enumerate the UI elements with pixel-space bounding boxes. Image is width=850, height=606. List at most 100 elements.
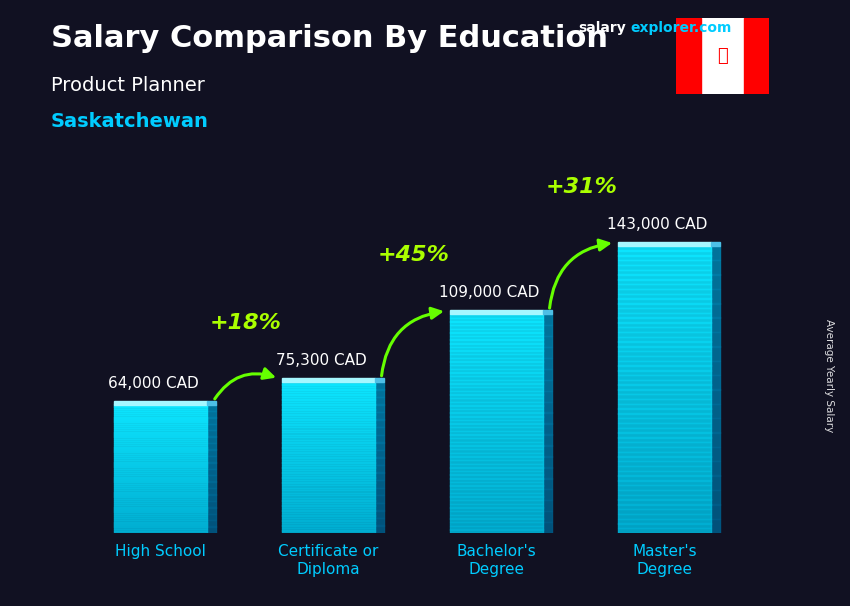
Bar xyxy=(450,318,542,322)
Bar xyxy=(542,478,552,490)
Bar xyxy=(450,314,542,318)
Bar xyxy=(282,487,375,490)
Bar xyxy=(114,531,207,533)
Bar xyxy=(711,418,720,433)
Bar xyxy=(375,419,384,427)
Bar xyxy=(450,402,542,405)
Bar xyxy=(450,372,542,376)
Bar xyxy=(450,456,542,461)
Bar xyxy=(114,464,207,467)
Bar xyxy=(450,525,542,530)
Bar xyxy=(282,510,375,513)
Bar xyxy=(114,447,207,450)
Bar xyxy=(711,519,720,533)
Bar xyxy=(375,487,384,496)
Bar xyxy=(711,490,720,505)
Bar xyxy=(114,462,207,465)
Bar xyxy=(618,322,711,327)
Bar xyxy=(282,521,375,523)
Bar xyxy=(207,430,216,437)
Bar xyxy=(450,478,542,482)
Bar xyxy=(114,439,207,441)
Bar xyxy=(282,435,375,438)
Bar xyxy=(542,379,552,391)
Bar xyxy=(542,314,552,325)
Bar xyxy=(207,462,216,469)
Text: 143,000 CAD: 143,000 CAD xyxy=(608,217,708,232)
Bar xyxy=(114,432,207,435)
Bar xyxy=(450,467,542,471)
Bar xyxy=(450,358,542,362)
Bar xyxy=(282,445,375,448)
Bar xyxy=(114,518,207,521)
Bar xyxy=(207,514,216,521)
Bar xyxy=(542,310,552,315)
Bar xyxy=(114,471,207,473)
Bar xyxy=(618,499,711,505)
Bar xyxy=(114,422,207,424)
Bar xyxy=(450,339,542,344)
Bar xyxy=(114,404,207,407)
Bar xyxy=(114,505,207,508)
Bar xyxy=(375,412,384,420)
Text: Saskatchewan: Saskatchewan xyxy=(51,112,209,131)
Bar xyxy=(450,485,542,490)
Bar xyxy=(542,522,552,533)
Bar xyxy=(676,18,700,94)
Bar xyxy=(282,482,375,485)
Bar xyxy=(618,447,711,452)
Bar xyxy=(207,401,216,405)
Text: 75,300 CAD: 75,300 CAD xyxy=(276,353,367,368)
Bar xyxy=(282,473,375,475)
Bar xyxy=(745,18,769,94)
Bar xyxy=(450,504,542,508)
Bar xyxy=(450,511,542,515)
Bar xyxy=(114,509,207,512)
Bar xyxy=(700,18,745,94)
Bar xyxy=(450,496,542,501)
Bar xyxy=(282,437,375,440)
Bar xyxy=(114,443,207,445)
Bar xyxy=(282,450,375,453)
Bar xyxy=(618,476,711,481)
Bar xyxy=(618,275,711,279)
Bar xyxy=(375,518,384,526)
Bar xyxy=(114,514,207,516)
Bar xyxy=(450,471,542,475)
Bar xyxy=(114,494,207,497)
Bar xyxy=(282,427,375,430)
Bar xyxy=(618,318,711,322)
Bar xyxy=(618,365,711,370)
Bar xyxy=(450,321,542,325)
Bar xyxy=(114,468,207,471)
Bar xyxy=(282,518,375,521)
Bar xyxy=(114,419,207,422)
Bar xyxy=(114,481,207,484)
Bar xyxy=(618,356,711,361)
Bar xyxy=(618,490,711,495)
Bar xyxy=(618,404,711,409)
Bar xyxy=(114,411,207,413)
Bar xyxy=(618,260,711,265)
Bar xyxy=(450,431,542,435)
Bar xyxy=(618,336,711,342)
Bar xyxy=(618,509,711,514)
Bar xyxy=(114,477,207,480)
Bar xyxy=(450,482,542,486)
Bar xyxy=(207,404,216,411)
Bar xyxy=(282,410,375,412)
Bar xyxy=(450,365,542,369)
Text: salary: salary xyxy=(578,21,626,35)
Bar xyxy=(618,341,711,347)
Bar xyxy=(450,383,542,387)
Bar xyxy=(542,456,552,468)
Bar xyxy=(114,467,207,469)
Bar xyxy=(282,500,375,503)
Bar xyxy=(450,453,542,457)
Text: explorer.com: explorer.com xyxy=(631,21,732,35)
Bar xyxy=(450,460,542,464)
Bar xyxy=(450,325,542,329)
Bar xyxy=(542,391,552,402)
Bar xyxy=(618,380,711,385)
Bar xyxy=(207,449,216,456)
